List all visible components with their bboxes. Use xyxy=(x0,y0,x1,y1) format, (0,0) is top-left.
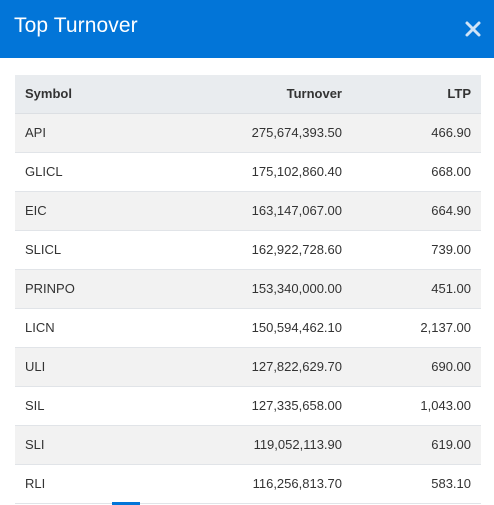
modal-header: Top Turnover xyxy=(0,0,494,58)
cell-ltp: 668.00 xyxy=(350,152,481,192)
table-row[interactable]: SLI 119,052,113.90 619.00 xyxy=(15,425,481,465)
cell-ltp: 2,137.00 xyxy=(350,308,481,348)
cell-ltp: 466.90 xyxy=(350,113,481,153)
cell-turnover: 127,335,658.00 xyxy=(165,386,350,426)
turnover-table-container: Symbol Turnover LTP API 275,674,393.50 4… xyxy=(15,75,481,504)
cell-ltp: 1,043.00 xyxy=(350,386,481,426)
cell-turnover: 119,052,113.90 xyxy=(165,425,350,465)
cell-symbol: PRINPO xyxy=(15,269,165,309)
table-row[interactable]: GLICL 175,102,860.40 668.00 xyxy=(15,152,481,192)
table-header-row: Symbol Turnover LTP xyxy=(15,75,481,114)
cell-symbol: API xyxy=(15,113,165,153)
cell-symbol: LICN xyxy=(15,308,165,348)
cell-ltp: 664.90 xyxy=(350,191,481,231)
table-row[interactable]: SLICL 162,922,728.60 739.00 xyxy=(15,230,481,270)
close-button[interactable] xyxy=(462,18,484,40)
turnover-table: Symbol Turnover LTP API 275,674,393.50 4… xyxy=(15,75,481,504)
cell-ltp: 619.00 xyxy=(350,425,481,465)
table-row[interactable]: PRINPO 153,340,000.00 451.00 xyxy=(15,269,481,309)
cell-ltp: 583.10 xyxy=(350,464,481,504)
cell-symbol: ULI xyxy=(15,347,165,387)
cell-symbol: SIL xyxy=(15,386,165,426)
column-header-ltp[interactable]: LTP xyxy=(350,75,481,114)
cell-ltp: 451.00 xyxy=(350,269,481,309)
cell-symbol: SLI xyxy=(15,425,165,465)
modal-title: Top Turnover xyxy=(14,14,138,37)
cell-turnover: 150,594,462.10 xyxy=(165,308,350,348)
cell-turnover: 116,256,813.70 xyxy=(165,464,350,504)
cell-turnover: 153,340,000.00 xyxy=(165,269,350,309)
table-row[interactable]: RLI 116,256,813.70 583.10 xyxy=(15,464,481,504)
table-row[interactable]: ULI 127,822,629.70 690.00 xyxy=(15,347,481,387)
cell-turnover: 163,147,067.00 xyxy=(165,191,350,231)
column-header-turnover[interactable]: Turnover xyxy=(165,75,350,114)
cell-symbol: RLI xyxy=(15,464,165,504)
close-icon xyxy=(465,21,481,37)
cell-symbol: SLICL xyxy=(15,230,165,270)
cell-symbol: EIC xyxy=(15,191,165,231)
cell-ltp: 739.00 xyxy=(350,230,481,270)
table-row[interactable]: API 275,674,393.50 466.90 xyxy=(15,113,481,153)
cell-turnover: 127,822,629.70 xyxy=(165,347,350,387)
table-row[interactable]: EIC 163,147,067.00 664.90 xyxy=(15,191,481,231)
cell-ltp: 690.00 xyxy=(350,347,481,387)
scroll-indicator[interactable] xyxy=(112,502,140,505)
cell-turnover: 275,674,393.50 xyxy=(165,113,350,153)
cell-symbol: GLICL xyxy=(15,152,165,192)
column-header-symbol[interactable]: Symbol xyxy=(15,75,165,114)
table-row[interactable]: LICN 150,594,462.10 2,137.00 xyxy=(15,308,481,348)
cell-turnover: 175,102,860.40 xyxy=(165,152,350,192)
cell-turnover: 162,922,728.60 xyxy=(165,230,350,270)
table-row[interactable]: SIL 127,335,658.00 1,043.00 xyxy=(15,386,481,426)
